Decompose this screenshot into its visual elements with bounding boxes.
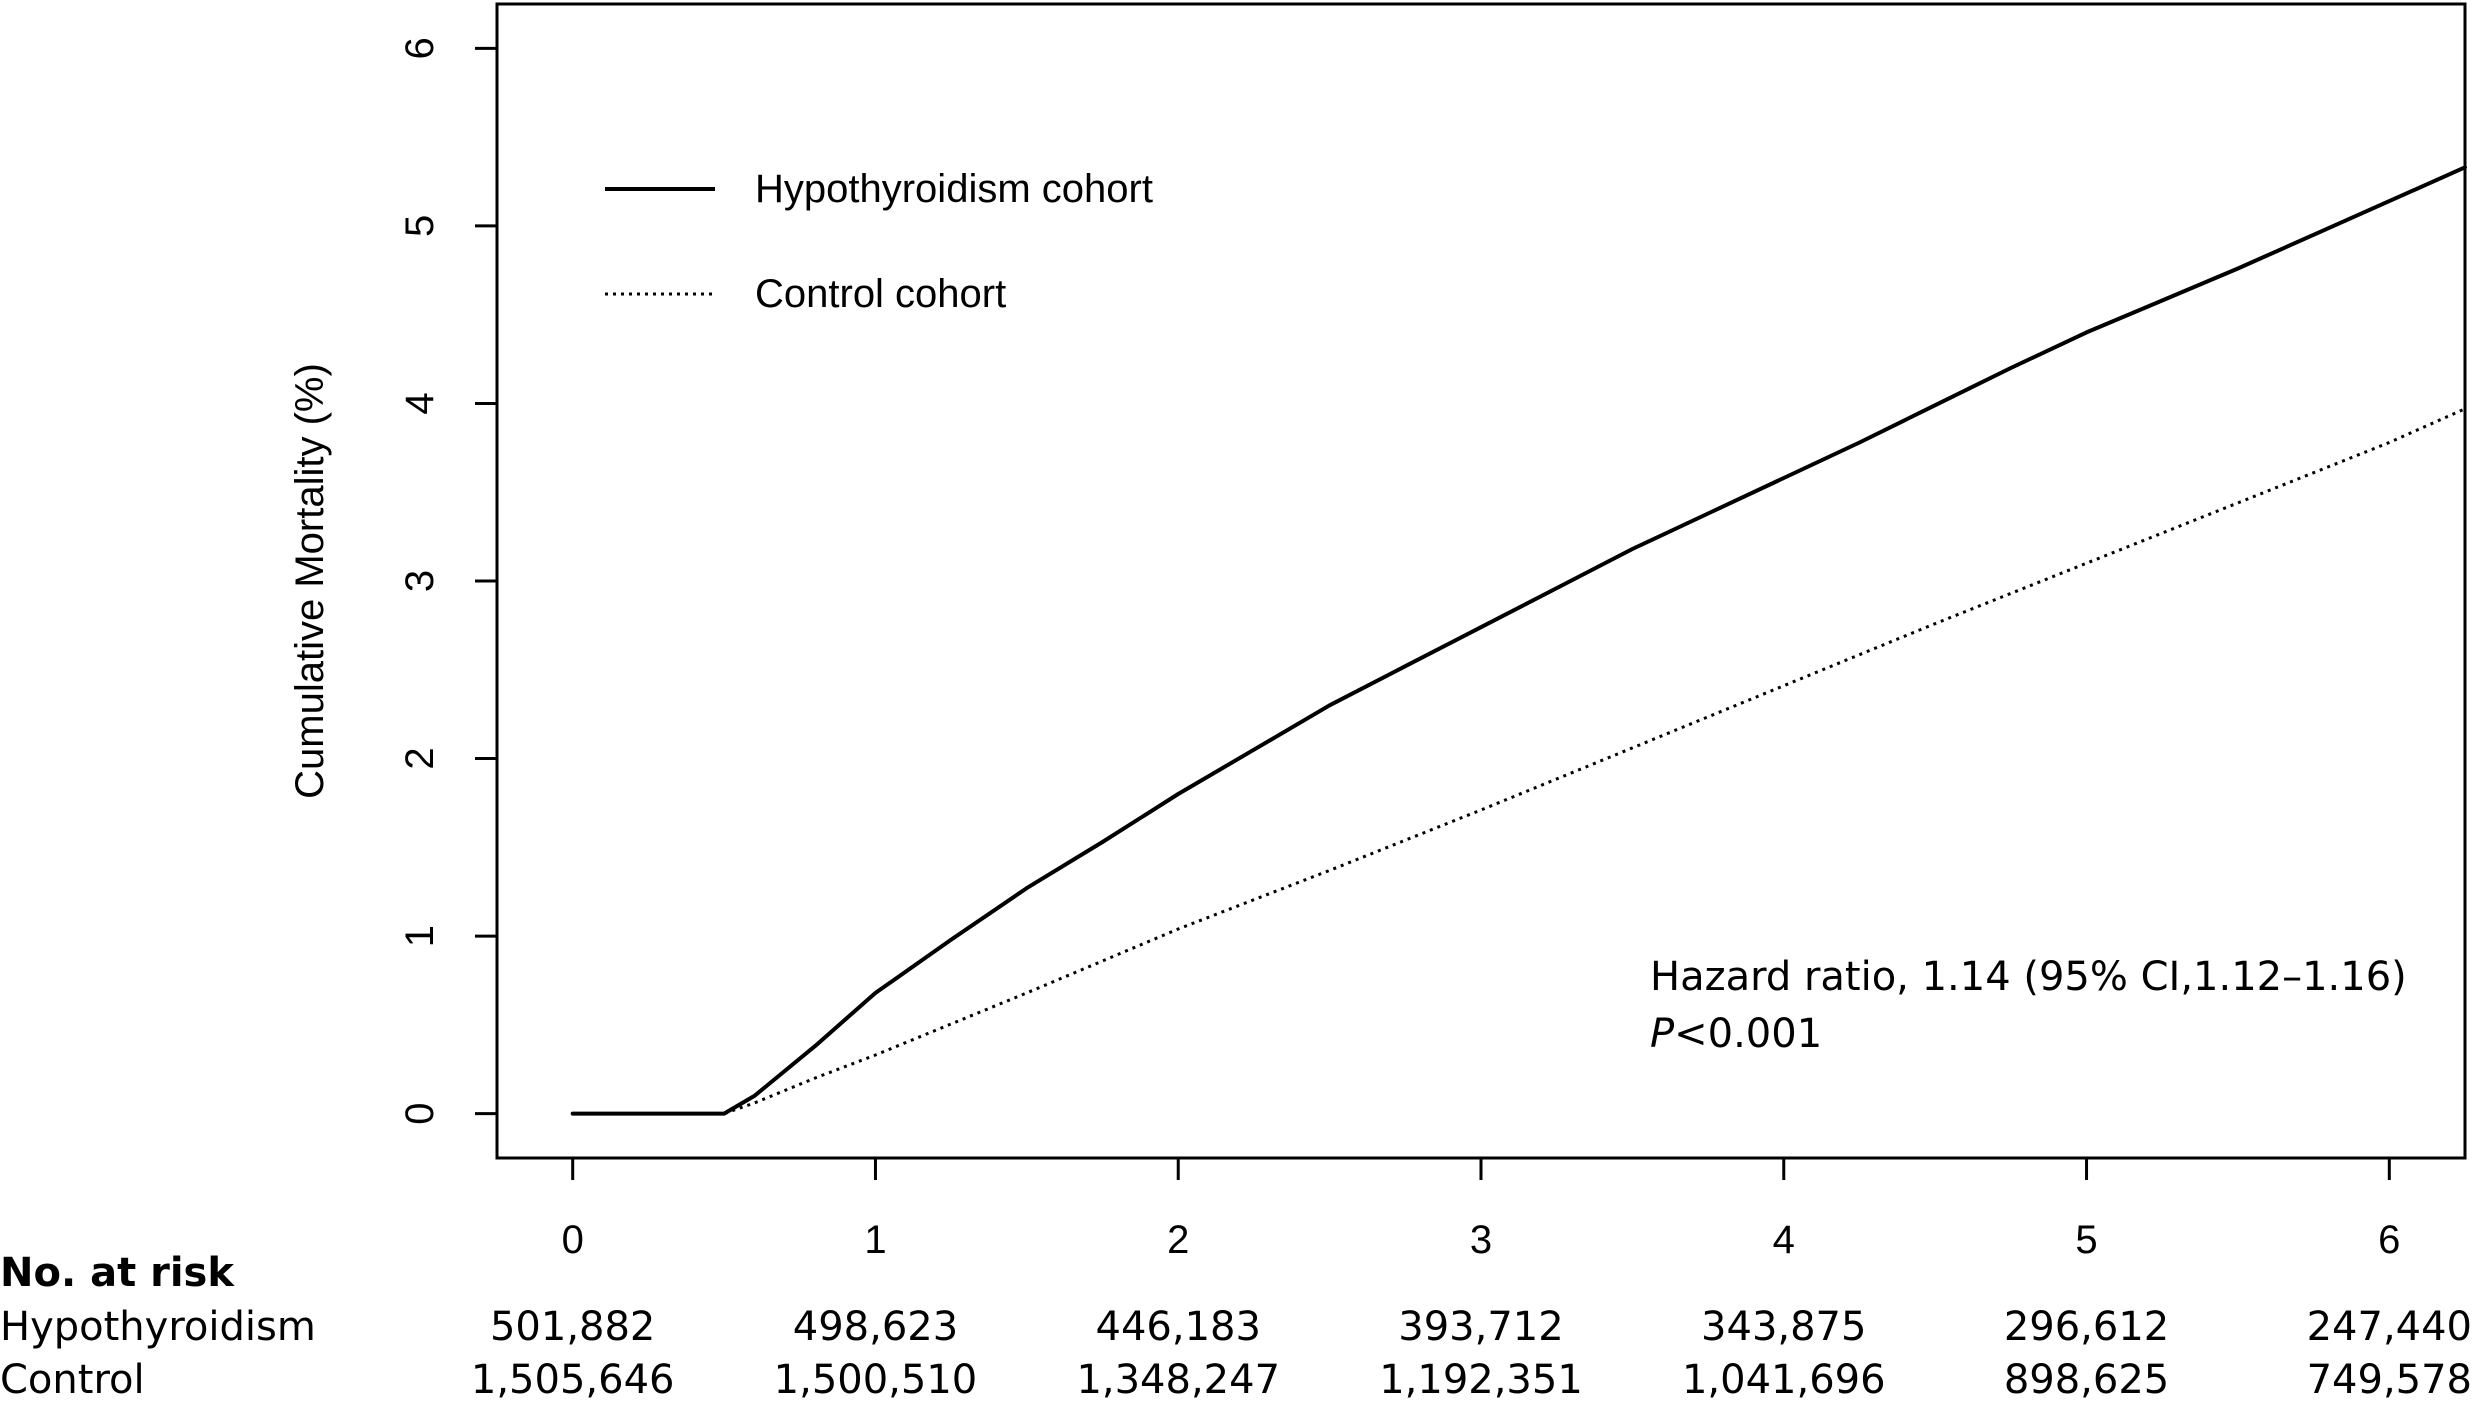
x-axis: 0 1 2 3 4 5 6 (562, 1158, 2400, 1262)
risk-value: 446,183 (1096, 1304, 1261, 1350)
series-line-control (572, 407, 2466, 1116)
y-tick-label: 1 (398, 925, 442, 947)
legend: Hypothyroidism cohort Control cohort (605, 167, 1153, 316)
risk-value: 749,578 (2307, 1357, 2472, 1403)
risk-values: 501,882 498,623 446,183 393,712 343,875 296,6… (471, 1304, 2472, 1403)
risk-value: 1,041,696 (1682, 1357, 1886, 1403)
y-tick-label: 5 (398, 215, 442, 237)
x-tick-label: 5 (2075, 1218, 2097, 1262)
series-line-hypothyroidism (570, 165, 2467, 1116)
risk-table-header: No. at risk (0, 1250, 235, 1296)
risk-value: 498,623 (793, 1304, 958, 1350)
x-tick-label: 6 (2378, 1218, 2400, 1262)
risk-row-label-hypothyroidism: Hypothyroidism (0, 1304, 316, 1350)
risk-value: 501,882 (490, 1304, 655, 1350)
hazard-ratio-annotation: Hazard ratio, 1.14 (95% CI,1.12–1.16) (1650, 954, 2407, 1000)
risk-row-label-control: Control (0, 1357, 145, 1403)
legend-label-hypothyroidism: Hypothyroidism cohort (755, 167, 1153, 211)
y-tick-label: 3 (398, 570, 442, 592)
risk-value: 1,500,510 (774, 1357, 978, 1403)
y-tick-label: 2 (398, 747, 442, 769)
risk-value: 393,712 (1398, 1304, 1563, 1350)
risk-value: 1,348,247 (1076, 1357, 1280, 1403)
x-tick-label: 2 (1167, 1218, 1189, 1262)
risk-value: 247,440 (2307, 1304, 2472, 1350)
y-tick-label: 0 (398, 1102, 442, 1124)
risk-value: 343,875 (1701, 1304, 1866, 1350)
y-axis-label: Cumulative Mortality (%) (288, 363, 332, 799)
series-layer (570, 165, 2467, 1116)
risk-value: 898,625 (2004, 1357, 2169, 1403)
x-tick-label: 3 (1470, 1218, 1492, 1262)
x-tick-label: 1 (864, 1218, 886, 1262)
risk-value: 296,612 (2004, 1304, 2169, 1350)
p-value-symbol: P (1650, 1011, 1675, 1057)
risk-value: 1,192,351 (1379, 1357, 1583, 1403)
x-tick-label: 4 (1773, 1218, 1795, 1262)
legend-label-control: Control cohort (755, 272, 1006, 316)
y-tick-label: 6 (398, 37, 442, 59)
x-tick-label: 0 (562, 1218, 584, 1262)
y-axis: 0 1 2 3 4 5 6 (398, 37, 497, 1125)
p-value-annotation: P<0.001 (1650, 1011, 1822, 1057)
y-tick-label: 4 (398, 392, 442, 414)
risk-value: 1,505,646 (471, 1357, 675, 1403)
risk-table: No. at risk Hypothyroidism Control 501,8… (0, 1250, 2472, 1403)
p-value-text: <0.001 (1674, 1011, 1822, 1057)
